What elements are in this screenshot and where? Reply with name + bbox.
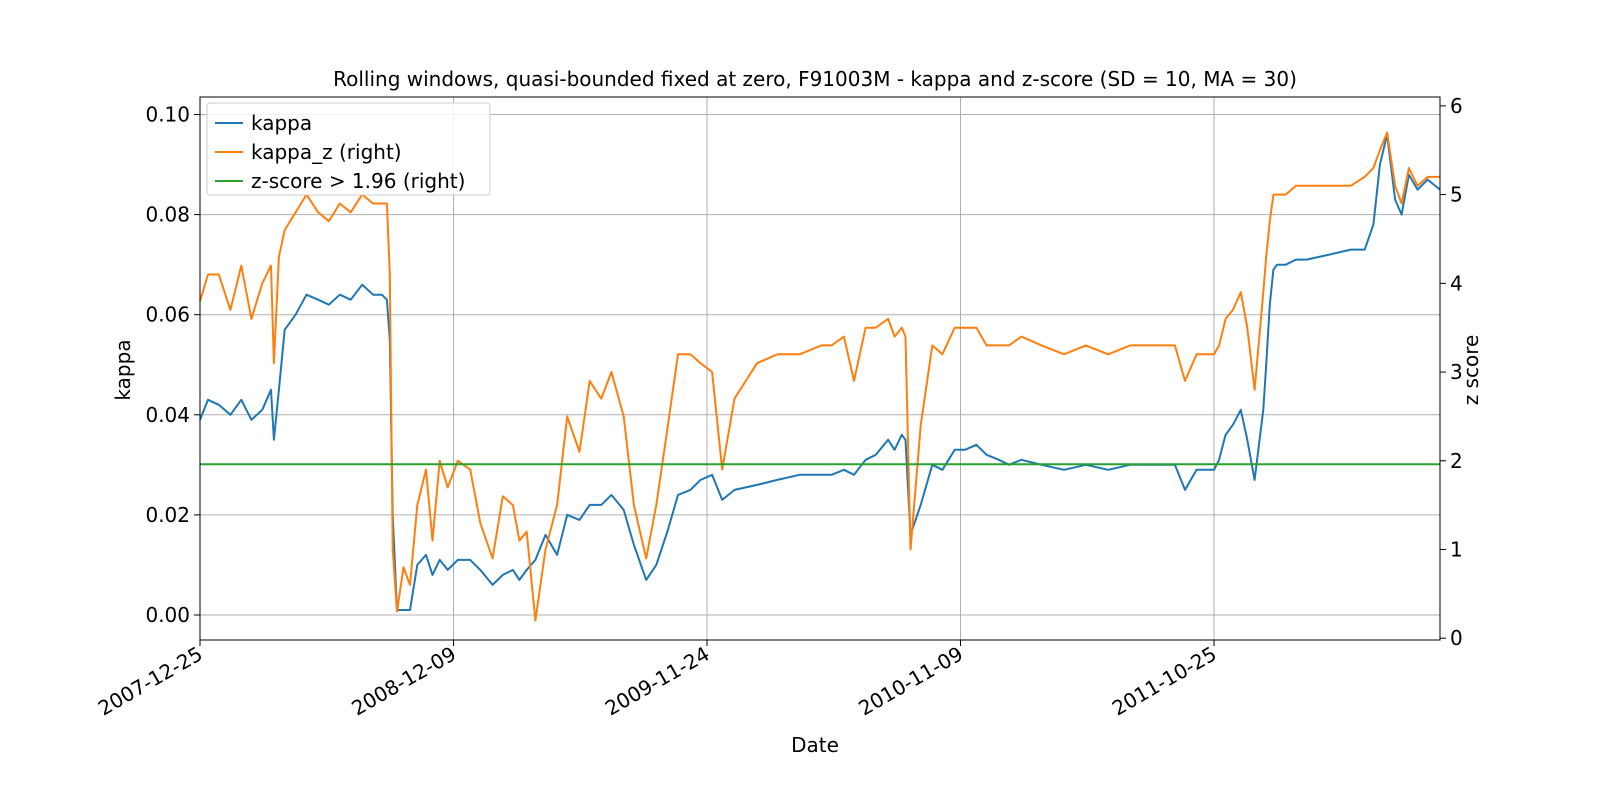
series-layer (199, 131, 1441, 622)
x-axis-label: Date (791, 733, 839, 757)
y-axis-right: 0 1 2 3 4 5 6 (1440, 94, 1463, 650)
y-tick-label-right: 5 (1450, 183, 1463, 207)
y-tick-label-right: 0 (1450, 626, 1463, 650)
y-tick-label-left: 0.10 (145, 103, 190, 127)
y-tick-label-right: 6 (1450, 94, 1463, 118)
y-tick-label-left: 0.08 (145, 203, 190, 227)
y-axis-left: 0.00 0.02 0.04 0.06 0.08 0.10 (145, 103, 200, 627)
legend-box (206, 102, 491, 196)
y-tick-label-right: 3 (1450, 360, 1463, 384)
y-tick-label-left: 0.04 (145, 403, 190, 427)
plot-frame (199, 96, 1441, 641)
y-tick-label-right: 2 (1450, 449, 1463, 473)
legend-label: z-score > 1.96 (right) (251, 169, 465, 193)
y-tick-label-left: 0.02 (145, 503, 190, 527)
series-line-kappa-z (199, 131, 1440, 622)
y-tick-label-left: 0.00 (145, 603, 190, 627)
legend-label: kappa_z (right) (251, 140, 402, 164)
legend-label: kappa (251, 111, 312, 135)
y-axis-label-right: z score (1459, 335, 1483, 406)
y-tick-label-right: 4 (1450, 271, 1463, 295)
legend: kappa kappa_z (right) z-score > 1.96 (righ… (206, 102, 491, 196)
y-tick-label-left: 0.06 (145, 303, 190, 327)
y-tick-label-right: 1 (1450, 538, 1463, 562)
y-axis-label-left: kappa (111, 339, 135, 400)
series-line-kappa (199, 133, 1441, 611)
chart-title: Rolling windows, quasi-bounded fixed at … (333, 67, 1297, 91)
